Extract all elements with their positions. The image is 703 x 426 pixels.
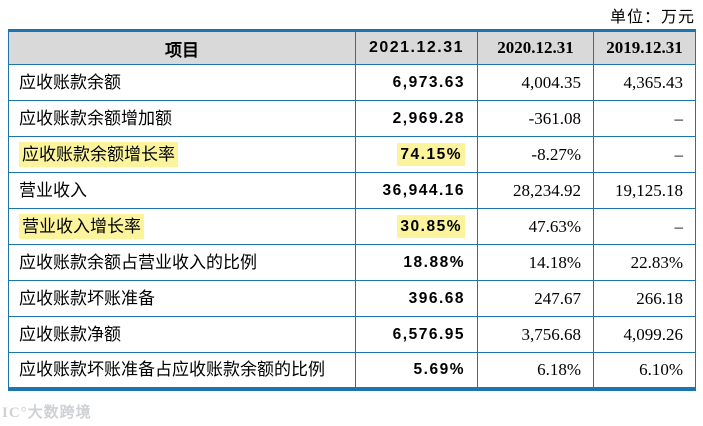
- financial-table: 项目 2021.12.31 2020.12.31 2019.12.31 应收账款…: [8, 29, 696, 391]
- value-2020: 247.67: [534, 288, 581, 308]
- value-2019-cell: –: [593, 136, 696, 173]
- row-label: 营业收入增长率: [19, 213, 144, 240]
- value-2019: 266.18: [636, 288, 683, 308]
- table-row: 营业收入增长率 30.85% 47.63% –: [8, 208, 696, 245]
- value-2020-cell: -8.27%: [477, 136, 594, 173]
- value-2019-cell: 266.18: [593, 280, 696, 317]
- value-2020: -361.08: [528, 108, 581, 128]
- table-row: 应收账款坏账准备 396.68 247.67 266.18: [8, 280, 696, 317]
- column-header-2021: 2021.12.31: [355, 30, 478, 65]
- value-2019: 19,125.18: [615, 180, 683, 200]
- value-2020: 47.63%: [528, 216, 581, 236]
- value-2021: 6,973.63: [392, 73, 465, 91]
- value-2021-cell: 2,969.28: [355, 100, 478, 137]
- table-row: 应收账款余额 6,973.63 4,004.35 4,365.43: [8, 64, 696, 101]
- row-label: 应收账款坏账准备占应收账款余额的比例: [19, 360, 325, 380]
- value-2019: –: [674, 108, 684, 128]
- value-2020-cell: 247.67: [477, 280, 594, 317]
- value-2021-cell: 36,944.16: [355, 172, 478, 209]
- value-2021: 74.15%: [397, 142, 465, 167]
- row-label-cell: 应收账款坏账准备: [8, 280, 356, 317]
- column-header-2020: 2020.12.31: [477, 30, 594, 65]
- value-2020-cell: 14.18%: [477, 244, 594, 281]
- value-2021: 5.69%: [413, 361, 465, 379]
- column-header-item: 项目: [8, 30, 356, 65]
- value-2020: 3,756.68: [521, 324, 582, 344]
- value-2021: 396.68: [408, 289, 465, 307]
- value-2020-cell: 47.63%: [477, 208, 594, 245]
- row-label: 应收账款余额: [19, 72, 121, 92]
- row-label-cell: 应收账款净额: [8, 316, 356, 353]
- table-body: 应收账款余额 6,973.63 4,004.35 4,365.43 应收账款余额…: [8, 64, 696, 389]
- value-2021-cell: 6,973.63: [355, 64, 478, 101]
- table-row: 应收账款余额增加额 2,969.28 -361.08 –: [8, 100, 696, 137]
- value-2019: 4,099.26: [623, 324, 684, 344]
- table-row: 应收账款净额 6,576.95 3,756.68 4,099.26: [8, 316, 696, 353]
- header-row: 项目 2021.12.31 2020.12.31 2019.12.31: [8, 30, 696, 65]
- value-2021: 30.85%: [397, 214, 465, 239]
- value-2020: 4,004.35: [521, 72, 582, 92]
- value-2021-cell: 74.15%: [355, 136, 478, 173]
- table-row: 应收账款余额增长率 74.15% -8.27% –: [8, 136, 696, 173]
- row-label: 应收账款余额增长率: [19, 141, 178, 168]
- watermark: IC°大数跨境: [2, 405, 92, 421]
- value-2019: 6.10%: [639, 360, 683, 380]
- row-label-cell: 应收账款余额: [8, 64, 356, 101]
- value-2021-cell: 5.69%: [355, 352, 478, 389]
- value-2020-cell: 6.18%: [477, 352, 594, 389]
- row-label: 应收账款净额: [19, 324, 121, 344]
- value-2021: 2,969.28: [392, 109, 465, 127]
- row-label-cell: 应收账款余额增加额: [8, 100, 356, 137]
- value-2021-cell: 6,576.95: [355, 316, 478, 353]
- row-label-cell: 应收账款余额占营业收入的比例: [8, 244, 356, 281]
- table-row: 营业收入 36,944.16 28,234.92 19,125.18: [8, 172, 696, 209]
- table-row: 应收账款坏账准备占应收账款余额的比例 5.69% 6.18% 6.10%: [8, 352, 696, 389]
- value-2020: -8.27%: [531, 144, 581, 164]
- row-label-cell: 应收账款余额增长率: [8, 136, 356, 173]
- row-label: 应收账款余额增加额: [19, 108, 172, 128]
- value-2019-cell: 19,125.18: [593, 172, 696, 209]
- value-2020: 14.18%: [528, 252, 581, 272]
- value-2019-cell: 4,365.43: [593, 64, 696, 101]
- value-2019-cell: 6.10%: [593, 352, 696, 389]
- row-label: 应收账款坏账准备: [19, 288, 155, 308]
- value-2021-cell: 396.68: [355, 280, 478, 317]
- value-2021-cell: 30.85%: [355, 208, 478, 245]
- value-2019-cell: –: [593, 100, 696, 137]
- value-2020-cell: 3,756.68: [477, 316, 594, 353]
- value-2020: 6.18%: [537, 360, 581, 380]
- value-2019-cell: 22.83%: [593, 244, 696, 281]
- value-2019-cell: –: [593, 208, 696, 245]
- value-2019: 4,365.43: [623, 72, 684, 92]
- value-2019: –: [674, 144, 684, 164]
- value-2021: 36,944.16: [382, 181, 465, 199]
- table-header: 项目 2021.12.31 2020.12.31 2019.12.31: [8, 30, 696, 65]
- row-label: 应收账款余额占营业收入的比例: [19, 252, 257, 272]
- value-2020-cell: 4,004.35: [477, 64, 594, 101]
- row-label-cell: 营业收入增长率: [8, 208, 356, 245]
- value-2021: 6,576.95: [392, 325, 465, 343]
- value-2019-cell: 4,099.26: [593, 316, 696, 353]
- value-2020-cell: -361.08: [477, 100, 594, 137]
- value-2019: 22.83%: [630, 252, 683, 272]
- value-2019: –: [674, 216, 684, 236]
- value-2020-cell: 28,234.92: [477, 172, 594, 209]
- row-label-cell: 营业收入: [8, 172, 356, 209]
- column-header-2019: 2019.12.31: [593, 30, 696, 65]
- table-row: 应收账款余额占营业收入的比例 18.88% 14.18% 22.83%: [8, 244, 696, 281]
- unit-label: 单位：万元: [609, 9, 695, 26]
- value-2021: 18.88%: [403, 253, 465, 271]
- row-label: 营业收入: [19, 180, 87, 200]
- value-2021-cell: 18.88%: [355, 244, 478, 281]
- value-2020: 28,234.92: [513, 180, 581, 200]
- row-label-cell: 应收账款坏账准备占应收账款余额的比例: [8, 352, 356, 389]
